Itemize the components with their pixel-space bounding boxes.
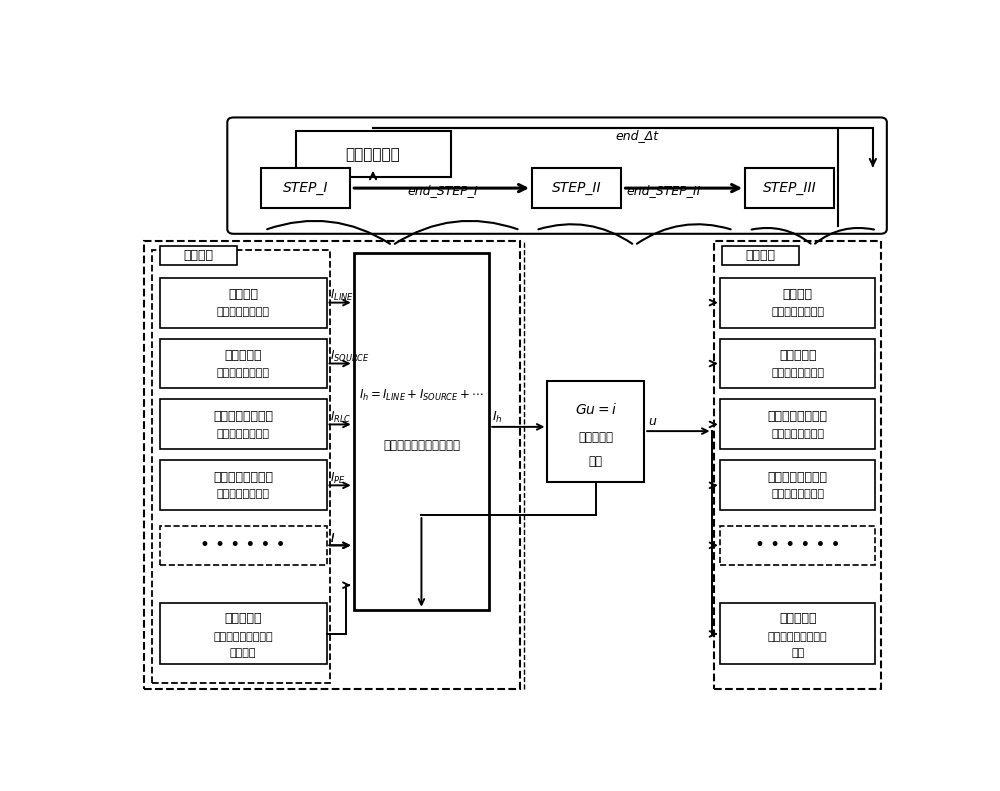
Text: 根据设定时间，判断: 根据设定时间，判断 — [213, 632, 273, 642]
Text: • • • • • •: • • • • • • — [200, 536, 286, 554]
Text: 计算历史量电流源: 计算历史量电流源 — [217, 307, 270, 316]
Text: $I_{LINE}$: $I_{LINE}$ — [330, 288, 354, 303]
Bar — [745, 168, 834, 207]
Text: 计算历史量电流源: 计算历史量电流源 — [217, 429, 270, 438]
Text: 全局控制模块: 全局控制模块 — [346, 147, 400, 162]
Text: $Gu=i$: $Gu=i$ — [575, 402, 617, 417]
Text: 断路器模块: 断路器模块 — [779, 612, 816, 625]
Text: $I_h$: $I_h$ — [492, 411, 502, 426]
Bar — [152, 250, 330, 683]
Text: 并行处理: 并行处理 — [746, 249, 776, 262]
Text: 电源类模块: 电源类模块 — [779, 349, 816, 362]
Text: $I_{PE}$: $I_{PE}$ — [330, 471, 346, 486]
Text: 计算历史量电流源: 计算历史量电流源 — [217, 368, 270, 377]
Bar — [160, 246, 237, 266]
Text: $u$: $u$ — [648, 415, 657, 429]
Bar — [720, 460, 875, 510]
Bar — [720, 339, 875, 388]
Text: $I$: $I$ — [330, 532, 336, 544]
Text: $I$: $I$ — [330, 532, 336, 544]
Text: end_Δt: end_Δt — [615, 129, 658, 142]
Text: 计算电源电压电流: 计算电源电压电流 — [771, 368, 824, 377]
Text: 形成历史量电流源列向量: 形成历史量电流源列向量 — [383, 439, 460, 452]
Bar — [296, 131, 450, 177]
Bar — [160, 399, 326, 449]
Text: end_STEP_I: end_STEP_I — [407, 184, 478, 197]
Bar — [720, 525, 875, 565]
Bar — [532, 168, 621, 207]
Bar — [722, 246, 799, 266]
Text: 求解: 求解 — [589, 455, 603, 468]
Bar — [547, 381, 644, 482]
Text: 线路模块: 线路模块 — [783, 288, 813, 301]
Text: 断路器模块: 断路器模块 — [224, 612, 262, 625]
Text: STEP_I: STEP_I — [282, 181, 328, 195]
Text: 并行处理: 并行处理 — [184, 249, 214, 262]
Text: $I_h = I_{LINE} + I_{SOURCE} + \cdots$: $I_h = I_{LINE} + I_{SOURCE} + \cdots$ — [359, 388, 484, 403]
Bar — [160, 339, 326, 388]
Text: $I_{RLC}$: $I_{RLC}$ — [330, 410, 352, 425]
Text: • • • • • •: • • • • • • — [755, 536, 840, 554]
Bar — [160, 525, 326, 565]
Text: 线路模块: 线路模块 — [228, 288, 258, 301]
Bar — [160, 460, 326, 510]
Text: STEP_II: STEP_II — [552, 181, 601, 195]
Text: 状态: 状态 — [791, 649, 804, 658]
Bar — [160, 278, 326, 327]
Text: 电源类模块: 电源类模块 — [224, 349, 262, 362]
Text: 基本无源元件模块: 基本无源元件模块 — [213, 410, 273, 423]
FancyBboxPatch shape — [227, 117, 887, 234]
Text: 计算支路电压电流: 计算支路电压电流 — [771, 307, 824, 316]
Text: 计算支路电压电流: 计算支路电压电流 — [771, 429, 824, 438]
Bar — [160, 604, 326, 664]
Text: 基本无源元件模块: 基本无源元件模块 — [768, 410, 828, 423]
Text: 电力电子开关模块: 电力电子开关模块 — [213, 471, 273, 484]
Bar — [144, 241, 520, 689]
Text: end_STEP_II: end_STEP_II — [626, 184, 701, 197]
Bar — [354, 253, 489, 610]
Bar — [720, 604, 875, 664]
Text: $I_{SOURCE}$: $I_{SOURCE}$ — [330, 349, 370, 364]
Text: 计算支路电压电流: 计算支路电压电流 — [771, 490, 824, 499]
Bar — [714, 241, 881, 689]
Text: STEP_III: STEP_III — [763, 181, 816, 195]
Text: 线性方程组: 线性方程组 — [578, 431, 613, 444]
Text: 计算电流，判断开关: 计算电流，判断开关 — [768, 632, 828, 642]
Text: 开关状态: 开关状态 — [230, 649, 256, 658]
Bar — [261, 168, 350, 207]
Bar — [720, 399, 875, 449]
Bar — [720, 278, 875, 327]
Text: 计算历史量电流源: 计算历史量电流源 — [217, 490, 270, 499]
Text: 电力电子开关模块: 电力电子开关模块 — [768, 471, 828, 484]
